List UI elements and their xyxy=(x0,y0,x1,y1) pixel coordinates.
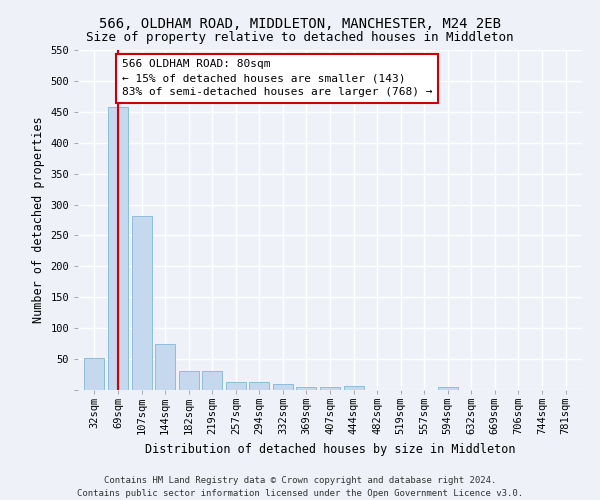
Bar xyxy=(250,382,269,390)
Bar xyxy=(344,386,364,390)
Bar xyxy=(155,344,175,390)
Bar xyxy=(179,372,199,390)
Bar xyxy=(226,382,246,390)
Bar xyxy=(296,387,316,390)
Text: 566 OLDHAM ROAD: 80sqm
← 15% of detached houses are smaller (143)
83% of semi-de: 566 OLDHAM ROAD: 80sqm ← 15% of detached… xyxy=(122,60,432,98)
Bar xyxy=(85,358,104,390)
Y-axis label: Number of detached properties: Number of detached properties xyxy=(32,116,44,324)
Text: Contains HM Land Registry data © Crown copyright and database right 2024.
Contai: Contains HM Land Registry data © Crown c… xyxy=(77,476,523,498)
Bar xyxy=(273,384,293,390)
Text: Size of property relative to detached houses in Middleton: Size of property relative to detached ho… xyxy=(86,31,514,44)
X-axis label: Distribution of detached houses by size in Middleton: Distribution of detached houses by size … xyxy=(145,443,515,456)
Bar xyxy=(202,372,222,390)
Bar xyxy=(131,216,152,390)
Bar xyxy=(108,108,128,390)
Bar xyxy=(320,387,340,390)
Bar xyxy=(438,387,458,390)
Text: 566, OLDHAM ROAD, MIDDLETON, MANCHESTER, M24 2EB: 566, OLDHAM ROAD, MIDDLETON, MANCHESTER,… xyxy=(99,18,501,32)
